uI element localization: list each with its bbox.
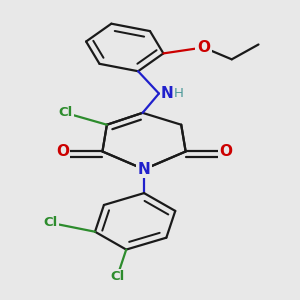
- Text: O: O: [197, 40, 210, 55]
- Text: Cl: Cl: [58, 106, 72, 119]
- Text: H: H: [173, 87, 183, 100]
- Text: O: O: [56, 144, 69, 159]
- Text: Cl: Cl: [110, 270, 124, 283]
- Text: N: N: [160, 86, 173, 101]
- Text: N: N: [138, 162, 150, 177]
- Text: O: O: [219, 144, 232, 159]
- Text: Cl: Cl: [43, 216, 58, 229]
